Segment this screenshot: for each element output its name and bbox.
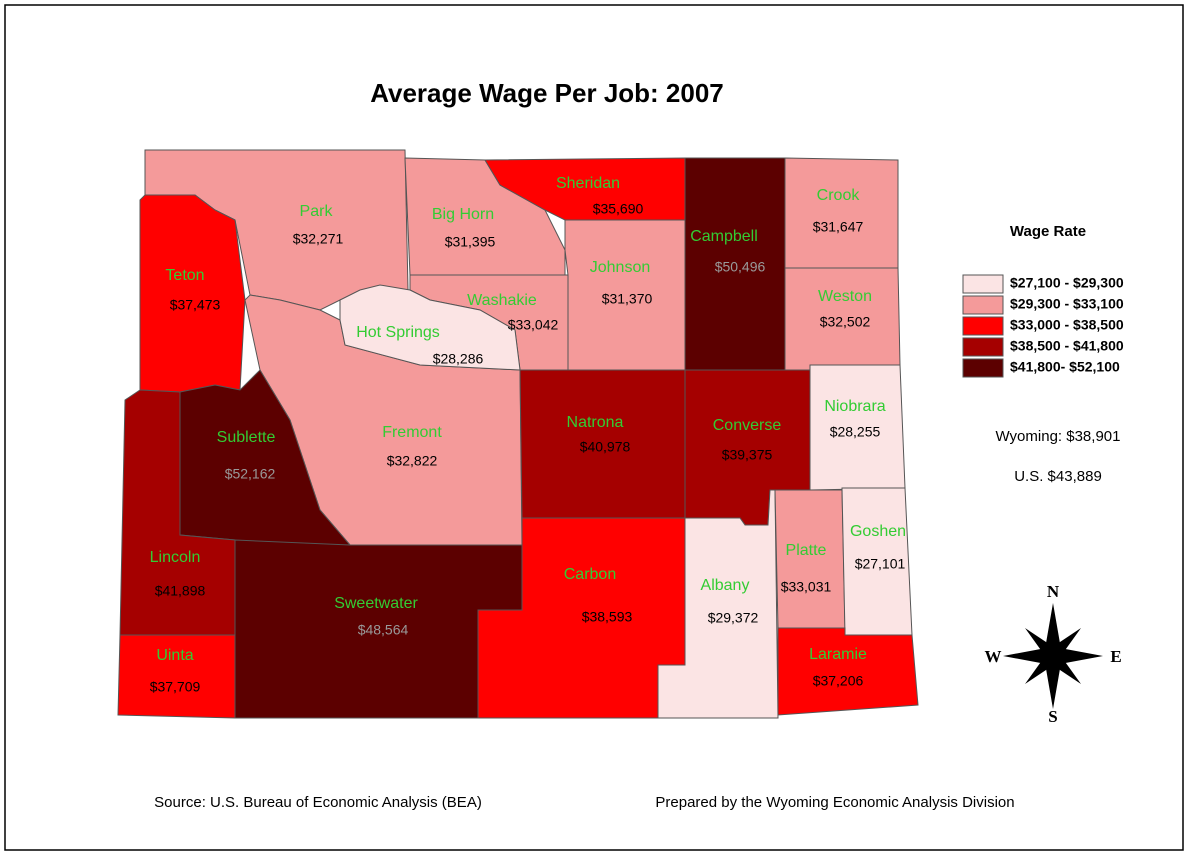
county-name: Teton — [165, 267, 204, 284]
county — [339, 284, 521, 371]
county-wage: $31,395 — [445, 234, 496, 250]
legend-label: $27,100 - $29,300 — [1010, 275, 1124, 291]
legend-swatch — [962, 295, 1004, 315]
county-name: Weston — [818, 288, 872, 305]
compass-arm — [1003, 648, 1053, 664]
legend: Wage Rate $27,100 - $29,300 $29,300 - $3… — [962, 223, 1124, 378]
county-name: Park — [300, 203, 334, 220]
county-wage: $28,286 — [433, 351, 484, 367]
county-name: Johnson — [590, 259, 651, 276]
county-labels: Park $32,271 Big Horn $31,395 Sheridan $… — [150, 175, 906, 694]
legend-label: $41,800- $52,100 — [1010, 359, 1120, 375]
county-wage: $37,473 — [170, 297, 221, 313]
county — [777, 627, 919, 716]
county-name: Laramie — [809, 646, 867, 663]
county-wage: $40,978 — [580, 439, 631, 455]
compass-arm — [1048, 652, 1081, 684]
legend-swatch — [962, 337, 1004, 357]
county-wage: $52,162 — [225, 466, 276, 482]
map-title: Average Wage Per Job: 2007 — [370, 78, 724, 108]
prepared-note: Prepared by the Wyoming Economic Analysi… — [655, 794, 1014, 811]
county-wage: $33,042 — [508, 317, 559, 333]
compass-arm — [1048, 628, 1081, 660]
county-wage: $27,101 — [855, 556, 906, 572]
county-name: Sublette — [217, 429, 276, 446]
county-wage: $31,647 — [813, 219, 864, 235]
county-name: Lincoln — [150, 549, 201, 566]
county-wage: $38,593 — [582, 609, 633, 625]
compass-s: S — [1048, 707, 1057, 726]
compass-n: N — [1047, 582, 1060, 601]
county — [139, 194, 246, 393]
compass-arm — [1053, 648, 1103, 664]
compass-e: E — [1110, 647, 1121, 666]
county-wage: $33,031 — [781, 579, 832, 595]
county-name: Sheridan — [556, 175, 620, 192]
county — [784, 157, 899, 269]
county-name: Hot Springs — [356, 324, 440, 341]
counties — [117, 149, 919, 719]
county-name: Natrona — [567, 414, 624, 431]
county-wage: $32,502 — [820, 314, 871, 330]
compass-arm — [1045, 656, 1061, 709]
county-wage: $48,564 — [358, 622, 409, 638]
compass: N W E S — [985, 582, 1122, 726]
county-wage: $35,690 — [593, 201, 644, 217]
compass-arm — [1045, 603, 1061, 656]
county-name: Carbon — [564, 566, 616, 583]
compass-w: W — [985, 647, 1002, 666]
county-wage: $28,255 — [830, 424, 881, 440]
county-name: Albany — [701, 577, 750, 594]
legend-swatch — [962, 358, 1004, 378]
legend-label: $33,000 - $38,500 — [1010, 317, 1124, 333]
county-wage: $41,898 — [155, 583, 206, 599]
county-wage: $39,375 — [722, 447, 773, 463]
legend-label: $29,300 - $33,100 — [1010, 296, 1124, 312]
legend-title: Wage Rate — [1010, 223, 1086, 240]
wyoming-average: Wyoming: $38,901 — [996, 428, 1121, 445]
county-name: Converse — [713, 417, 782, 434]
county-wage: $32,822 — [387, 453, 438, 469]
county-name: Big Horn — [432, 206, 494, 223]
county-name: Platte — [786, 542, 827, 559]
county-name: Crook — [817, 187, 861, 204]
county-name: Sweetwater — [334, 595, 418, 612]
county-wage: $37,206 — [813, 673, 864, 689]
county-name: Campbell — [690, 228, 758, 245]
source-note: Source: U.S. Bureau of Economic Analysis… — [154, 794, 482, 811]
county-name: Washakie — [467, 292, 537, 309]
county-wage: $50,496 — [715, 259, 766, 275]
legend-swatch — [962, 316, 1004, 336]
county-name: Niobrara — [824, 398, 885, 415]
us-average: U.S. $43,889 — [1014, 468, 1102, 485]
legend-swatch — [962, 274, 1004, 294]
county — [117, 634, 236, 719]
county-wage: $32,271 — [293, 231, 344, 247]
county-name: Uinta — [156, 647, 193, 664]
county-name: Goshen — [850, 523, 906, 540]
county-name: Fremont — [382, 424, 442, 441]
county-wage: $37,709 — [150, 679, 201, 695]
legend-label: $38,500 - $41,800 — [1010, 338, 1124, 354]
county-wage: $31,370 — [602, 291, 653, 307]
county-wage: $29,372 — [708, 610, 759, 626]
